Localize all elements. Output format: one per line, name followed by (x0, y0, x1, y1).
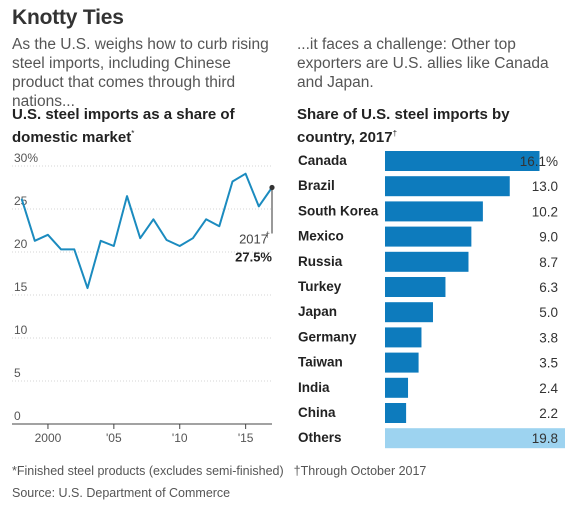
value-label: 3.5 (539, 356, 558, 371)
value-label: 13.0 (532, 179, 558, 194)
annotation-mark: † (266, 231, 270, 240)
y-tick-label: 20 (14, 237, 28, 251)
category-label: Russia (298, 254, 343, 269)
left-chart-title-text: U.S. steel imports as a share of domesti… (12, 106, 235, 146)
category-label: Taiwan (298, 355, 343, 370)
bar (385, 251, 469, 272)
bar (385, 302, 433, 323)
bar (385, 201, 483, 222)
annotation-year: 2017 (239, 232, 268, 247)
category-label: Japan (298, 304, 337, 319)
bar (385, 428, 565, 449)
value-label: 9.0 (539, 230, 558, 245)
y-tick-label: 25 (14, 194, 28, 208)
value-label: 2.2 (539, 406, 558, 421)
category-label: Canada (298, 153, 347, 168)
last-point-marker (269, 184, 275, 191)
x-tick-label: '15 (238, 431, 254, 445)
category-label: China (298, 405, 336, 420)
category-label: Germany (298, 329, 357, 344)
value-label: 8.7 (539, 255, 558, 270)
footnote-through-october: †Through October 2017 (293, 464, 427, 478)
x-tick-label: '10 (172, 431, 188, 445)
right-chart-title: Share of U.S. steel imports by country, … (297, 105, 562, 147)
footnote-domestic: *Finished steel products (excludes semi-… (12, 464, 284, 478)
x-tick-label: 2000 (35, 431, 62, 445)
bar (385, 403, 407, 423)
footnotes: *Finished steel products (excludes semi-… (12, 464, 426, 478)
intro-right: ...it faces a challenge: Other top expor… (297, 36, 549, 91)
y-tick-label: 30% (14, 151, 38, 165)
bar-chart: Canada 16.1% Brazil 13.0 South Korea 10.2 Mexi… (298, 151, 565, 449)
category-label: India (298, 380, 330, 395)
category-label: Turkey (298, 279, 342, 294)
intro-left: As the U.S. weighs how to curb rising st… (12, 36, 269, 110)
y-tick-label: 10 (14, 323, 28, 337)
value-label: 19.8 (532, 431, 558, 446)
annotation-value: 27.5% (235, 250, 272, 265)
category-label: Mexico (298, 229, 344, 244)
value-label: 10.2 (532, 204, 558, 219)
right-chart-title-text: Share of U.S. steel imports by country, … (297, 106, 510, 146)
category-label: Brazil (298, 178, 335, 193)
bar (385, 151, 540, 171)
value-label: 6.3 (539, 280, 558, 295)
value-label: 2.4 (539, 381, 558, 396)
source-note: Source: U.S. Department of Commerce (12, 486, 231, 500)
bar (385, 327, 422, 348)
bar (385, 226, 472, 247)
series-line (20, 172, 273, 290)
bar (385, 176, 510, 197)
left-chart-title-mark: * (131, 129, 135, 138)
bar (385, 277, 446, 297)
right-chart-title-mark: † (392, 129, 398, 138)
line-chart: 30% 25 20 15 10 5 0 2000 '05 '10 '15 2017† 27.5% (12, 151, 275, 445)
value-label: 5.0 (539, 305, 558, 320)
value-label: 16.1% (520, 154, 558, 169)
category-label: South Korea (298, 203, 379, 218)
category-label: Others (298, 430, 342, 445)
bar (385, 377, 409, 398)
headline: Knotty Ties (12, 6, 124, 29)
bar (385, 352, 419, 373)
left-chart-title: U.S. steel imports as a share of domesti… (12, 105, 282, 147)
y-tick-label: 0 (14, 409, 21, 423)
x-tick-label: '05 (106, 431, 122, 445)
y-tick-label: 5 (14, 366, 21, 380)
y-tick-label: 15 (14, 280, 28, 294)
value-label: 3.8 (539, 330, 558, 345)
